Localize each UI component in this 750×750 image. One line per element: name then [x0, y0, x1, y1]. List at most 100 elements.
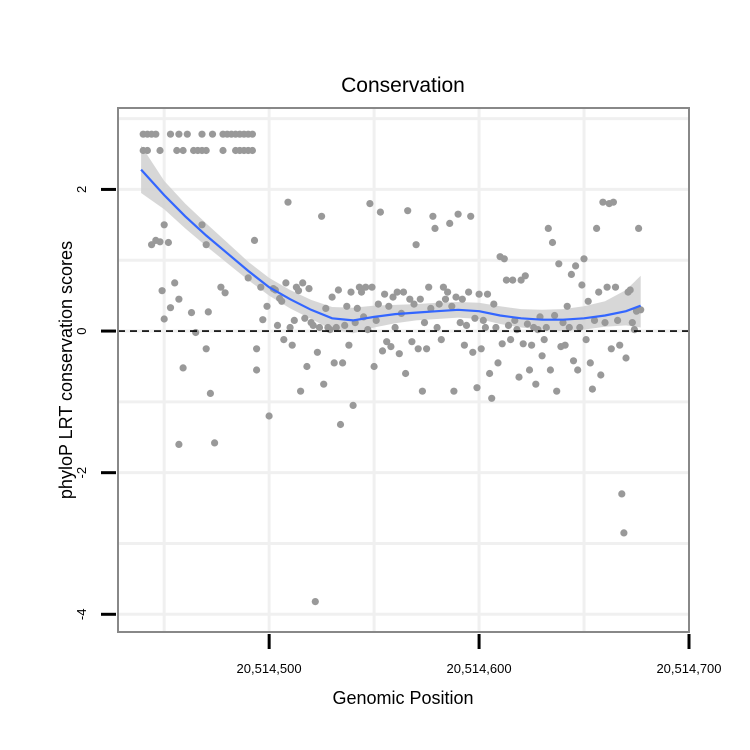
data-point [597, 371, 605, 379]
chart-title: Conservation [341, 74, 465, 97]
data-point [202, 146, 210, 155]
smooth-line-group [140, 168, 642, 322]
data-point [357, 288, 366, 296]
data-point [313, 348, 321, 356]
data-point [611, 283, 620, 291]
data-point [427, 304, 435, 312]
y-axis-title: phyloP LRT conservation scores [56, 241, 76, 499]
data-point [202, 241, 210, 249]
x-tick-label: 20,514,500 [237, 661, 302, 676]
x-tick-label: 20,514,700 [656, 661, 721, 676]
data-point [483, 290, 492, 298]
data-point [198, 130, 206, 138]
data-point [143, 146, 151, 155]
data-point [477, 345, 485, 353]
data-point [582, 336, 590, 344]
data-point [198, 221, 206, 229]
data-point [166, 130, 175, 138]
data-point [406, 295, 414, 303]
data-point [567, 270, 576, 278]
data-point [572, 262, 580, 270]
data-point [481, 323, 489, 332]
data-point [584, 297, 592, 305]
x-axis-title: Genomic Position [332, 688, 473, 708]
data-point [257, 283, 265, 291]
data-point [444, 288, 452, 296]
data-point [601, 319, 609, 327]
data-point [595, 288, 603, 296]
data-point [318, 212, 326, 220]
data-point [378, 347, 387, 355]
data-point [362, 283, 370, 291]
scatter-points [139, 130, 645, 606]
data-point [381, 290, 389, 298]
data-point [555, 260, 563, 268]
data-point [462, 321, 471, 329]
data-point [441, 295, 450, 303]
data-point [156, 146, 164, 155]
data-point [410, 300, 418, 308]
data-point [437, 336, 445, 344]
data-point [538, 352, 546, 360]
data-point [576, 323, 584, 332]
data-point [330, 359, 338, 367]
data-point [561, 341, 569, 349]
data-point [521, 272, 529, 280]
data-point [158, 287, 166, 295]
data-point [328, 293, 336, 301]
data-point [288, 341, 296, 349]
data-point [435, 300, 443, 308]
data-point [253, 345, 261, 353]
data-point [217, 283, 225, 291]
data-point [389, 293, 397, 301]
data-point [278, 297, 286, 305]
data-point [465, 288, 473, 296]
data-point [439, 283, 447, 291]
data-point [523, 320, 532, 328]
data-point [385, 302, 393, 310]
data-point [221, 289, 229, 297]
data-point [286, 323, 294, 332]
data-point [628, 319, 636, 327]
confidence-band [141, 145, 641, 334]
data-point [416, 295, 424, 303]
data-point [540, 336, 548, 344]
data-point [336, 420, 345, 429]
data-point [408, 338, 416, 346]
data-point [263, 302, 271, 310]
data-point [179, 364, 187, 372]
x-tick-label: 20,514,600 [447, 661, 512, 676]
data-point [404, 207, 412, 215]
data-point [156, 238, 164, 246]
data-point [311, 598, 319, 606]
data-point [402, 369, 410, 378]
data-point [469, 348, 477, 356]
data-point [479, 316, 487, 324]
data-point [192, 328, 200, 337]
data-point [171, 279, 179, 287]
data-point [542, 323, 550, 332]
data-point [574, 366, 582, 374]
data-point [448, 302, 456, 310]
data-point [366, 200, 374, 208]
data-point [376, 208, 384, 216]
data-point [315, 323, 324, 332]
data-point [498, 340, 506, 348]
data-point [253, 366, 261, 374]
data-point [265, 412, 273, 420]
data-point [206, 389, 214, 397]
data-point [175, 440, 183, 448]
data-point [175, 130, 183, 138]
data-point [488, 394, 496, 402]
data-point [418, 387, 426, 395]
data-point [433, 323, 441, 332]
data-point [450, 387, 458, 395]
data-point [259, 316, 267, 324]
data-point [280, 336, 288, 344]
data-point [211, 439, 219, 447]
data-point [414, 345, 422, 353]
data-point [290, 316, 298, 324]
data-point [391, 323, 399, 332]
data-point [374, 300, 382, 308]
